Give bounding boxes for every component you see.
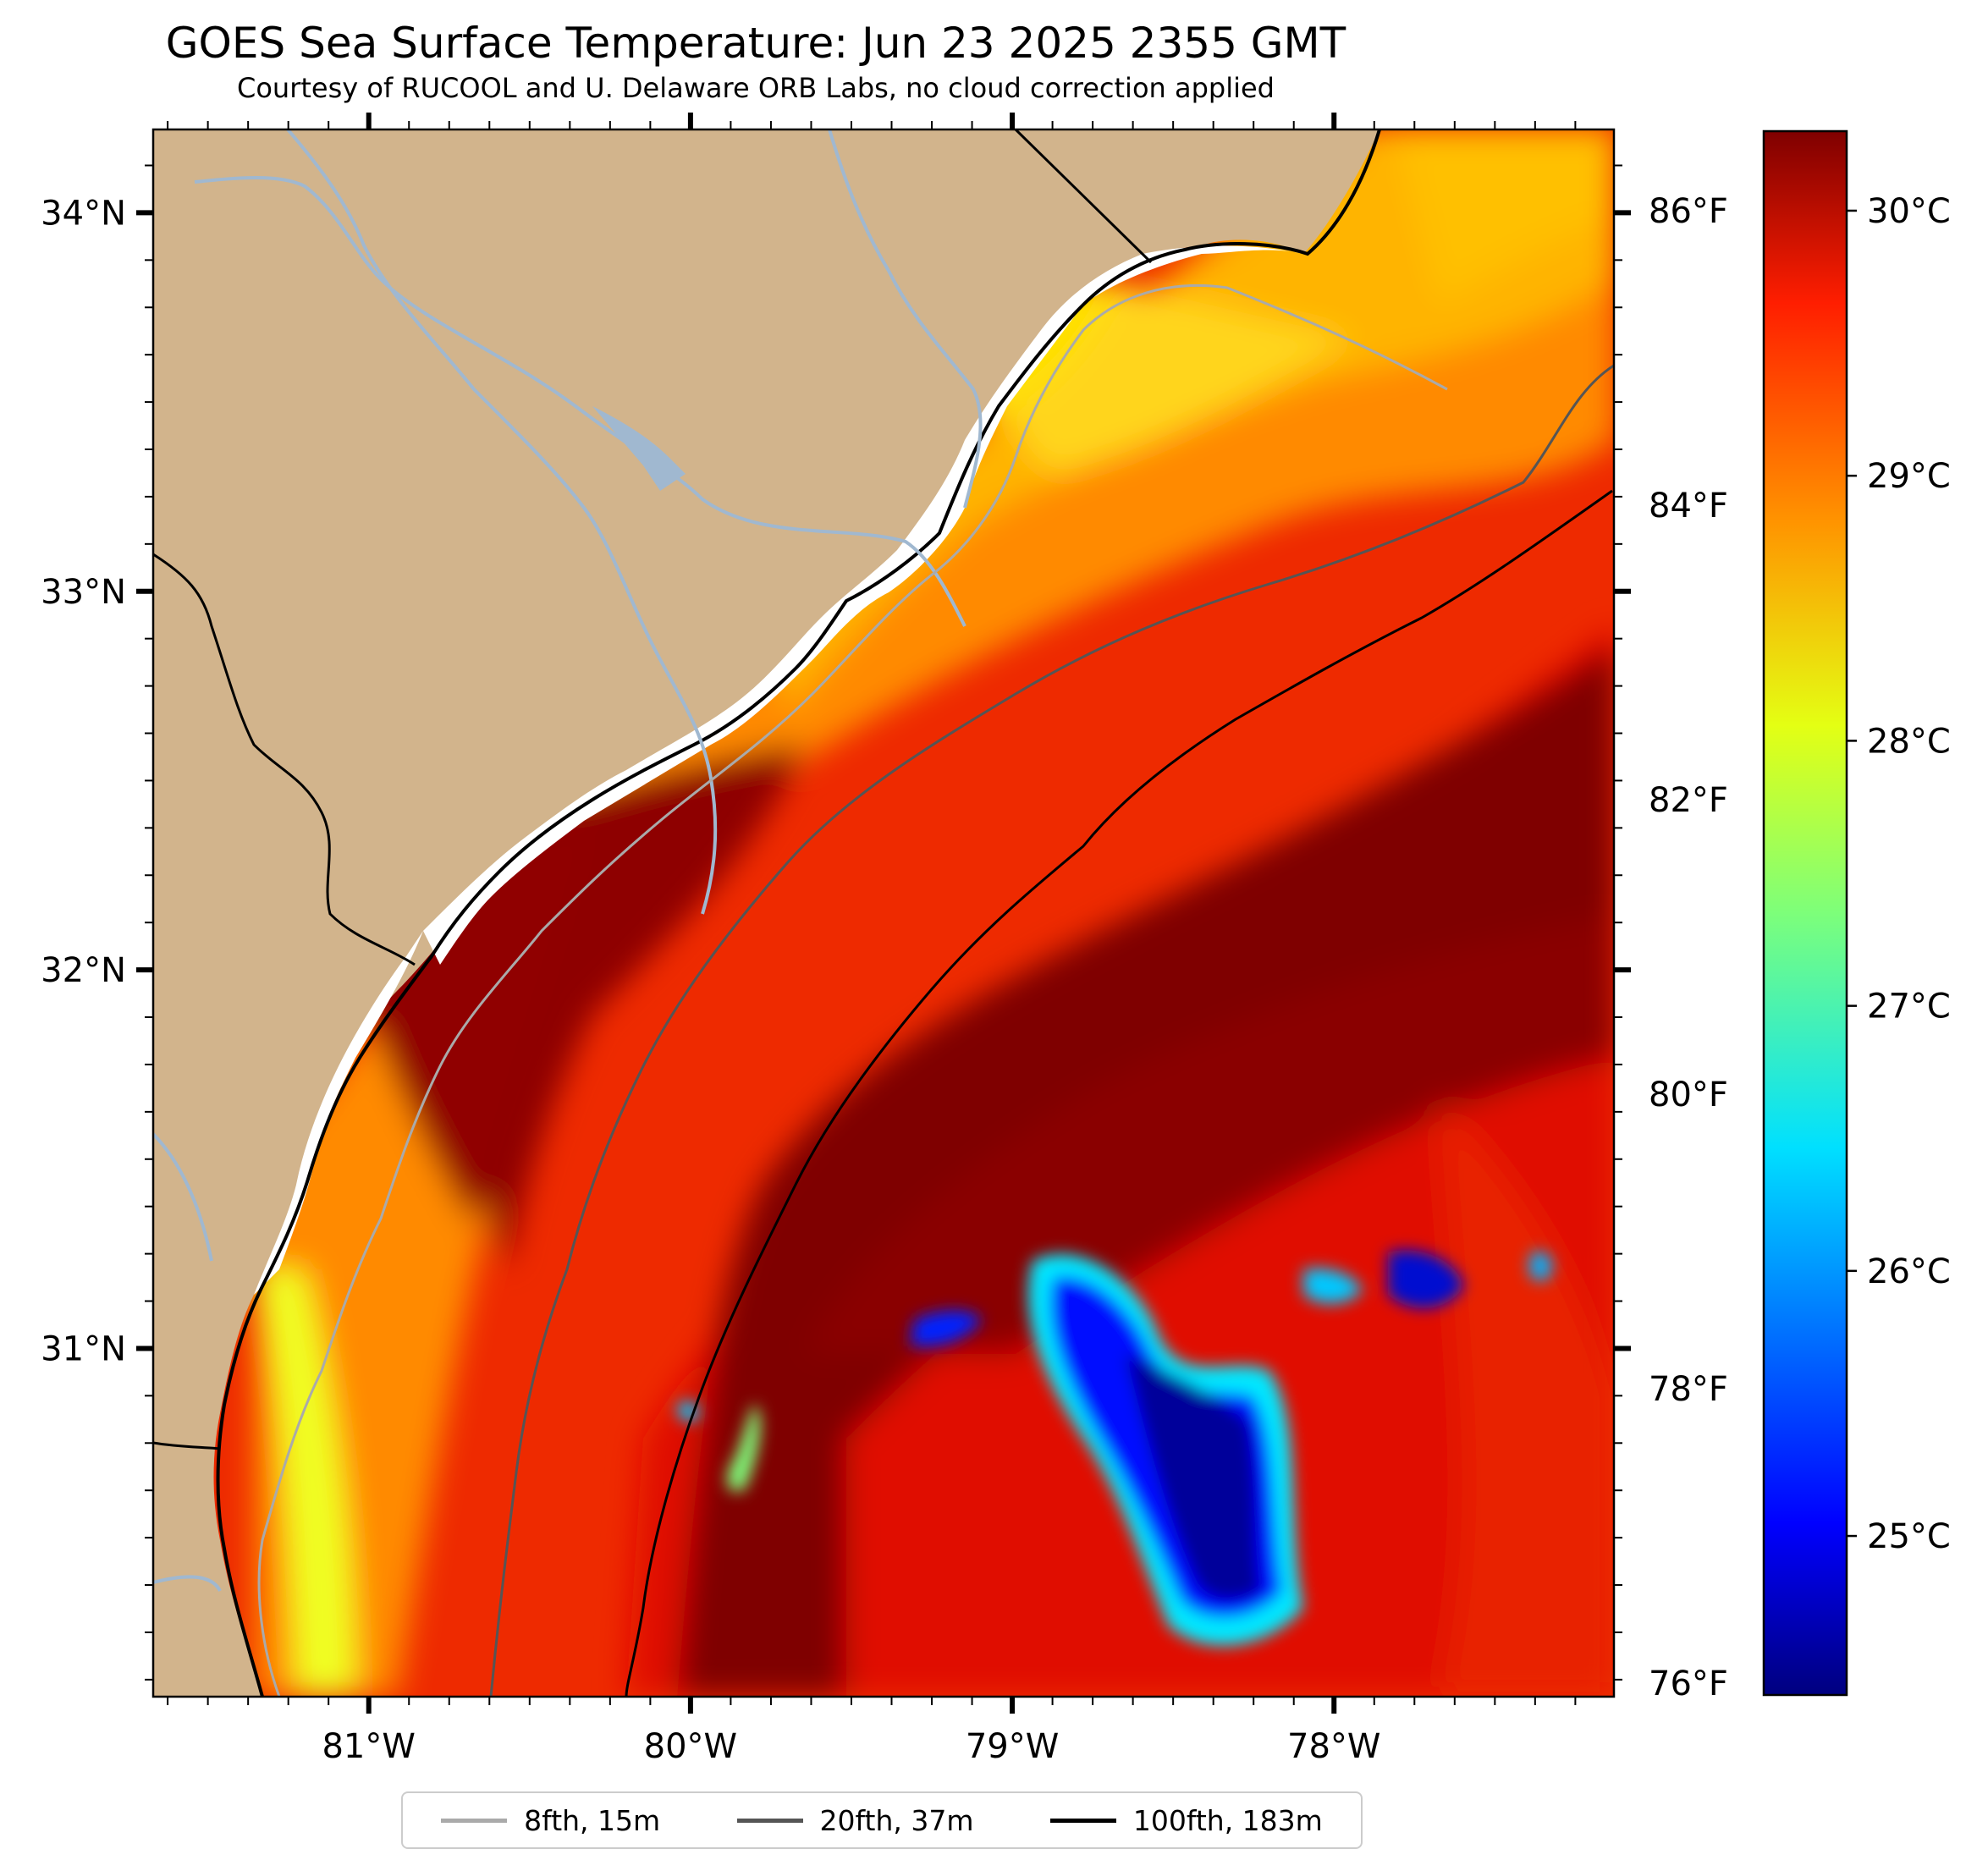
isobath-8fth bbox=[257, 284, 1448, 1697]
legend-item-100fth: 100fth, 183m bbox=[1049, 1803, 1323, 1837]
colorbar-celsius-label: 25°C bbox=[1867, 1517, 1951, 1556]
colorbar bbox=[1762, 129, 1848, 1697]
lon-tick-label: 79°W bbox=[966, 1727, 1059, 1766]
map-subtitle: Courtesy of RUCOOL and U. Delaware ORB L… bbox=[237, 72, 1275, 104]
lon-tick-label: 78°W bbox=[1287, 1727, 1380, 1766]
legend-swatch-100fth bbox=[1049, 1818, 1116, 1823]
map-frame bbox=[151, 128, 1616, 1698]
colorbar-celsius-label: 30°C bbox=[1867, 192, 1951, 231]
legend-swatch-8fth bbox=[441, 1818, 508, 1823]
colorbar-fahrenheit-label: 78°F bbox=[1649, 1370, 1728, 1409]
legend-label-100fth: 100fth, 183m bbox=[1132, 1803, 1323, 1837]
colorbar-fahrenheit-label: 82°F bbox=[1649, 781, 1728, 820]
colorbar-celsius-label: 29°C bbox=[1867, 457, 1951, 496]
isobath-legend: 8fth, 15m 20fth, 37m 100fth, 183m bbox=[401, 1791, 1363, 1849]
lat-tick-label: 32°N bbox=[41, 951, 126, 990]
isobath-lines bbox=[257, 284, 1614, 1697]
legend-swatch-20fth bbox=[736, 1818, 803, 1823]
map-title: GOES Sea Surface Temperature: Jun 23 202… bbox=[165, 19, 1346, 68]
colorbar-celsius-label: 27°C bbox=[1867, 988, 1951, 1026]
colorbar-celsius-label: 28°C bbox=[1867, 722, 1951, 761]
lat-tick-label: 34°N bbox=[41, 194, 126, 233]
isobath-100fth bbox=[625, 489, 1613, 1697]
colorbar-celsius-label: 26°C bbox=[1867, 1252, 1951, 1291]
lat-tick-label: 31°N bbox=[41, 1329, 126, 1368]
colorbar-fahrenheit-label: 84°F bbox=[1649, 487, 1728, 526]
colorbar-fahrenheit-label: 86°F bbox=[1649, 192, 1728, 231]
lat-tick-label: 33°N bbox=[41, 573, 126, 612]
legend-label-20fth: 20fth, 37m bbox=[819, 1803, 974, 1837]
colorbar-fahrenheit-label: 76°F bbox=[1649, 1665, 1728, 1703]
axis-ticks: 81°W 80°W 79°W 78°W 34°N 33°N 32°N 31°N 30°C 29°C… bbox=[41, 113, 1951, 1766]
legend-label-8fth: 8fth, 15m bbox=[524, 1803, 661, 1837]
legend-item-20fth: 20fth, 37m bbox=[736, 1803, 974, 1837]
colorbar-fahrenheit-label: 80°F bbox=[1649, 1076, 1728, 1114]
lon-tick-label: 80°W bbox=[644, 1727, 737, 1766]
land-mass bbox=[153, 129, 1381, 1697]
legend-item-8fth: 8fth, 15m bbox=[441, 1804, 660, 1837]
isobath-20fth bbox=[489, 364, 1614, 1697]
lon-tick-label: 81°W bbox=[322, 1727, 415, 1766]
